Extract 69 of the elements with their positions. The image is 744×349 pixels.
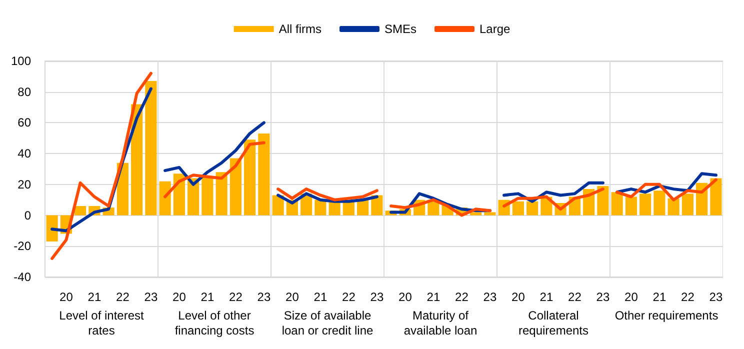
- bar: [512, 201, 524, 216]
- bar: [597, 186, 609, 216]
- bar: [668, 198, 680, 216]
- bar: [202, 176, 214, 216]
- bar: [74, 206, 86, 216]
- bar: [710, 178, 722, 216]
- bar: [230, 158, 242, 216]
- x-tick-label: 21: [314, 290, 328, 304]
- x-tick-label: 23: [483, 290, 497, 304]
- x-tick-label: 22: [455, 290, 469, 304]
- x-tick-label: 20: [172, 290, 186, 304]
- x-tick-label: 21: [426, 290, 440, 304]
- bar: [526, 201, 538, 216]
- line-series: [50, 72, 152, 260]
- y-tick-label: -20: [14, 239, 32, 254]
- x-tick-label: 20: [60, 290, 74, 304]
- legend-label: All firms: [278, 22, 322, 36]
- x-tick-label: 22: [229, 290, 243, 304]
- x-tick-label: 23: [709, 290, 723, 304]
- x-tick-label: 20: [286, 290, 300, 304]
- x-axis-title: Size of available loan or credit line: [282, 308, 374, 338]
- x-tick-label: 21: [652, 290, 666, 304]
- bar: [258, 134, 270, 216]
- x-tick-label: 21: [540, 290, 554, 304]
- x-tick-label: 22: [681, 290, 695, 304]
- bar: [46, 215, 58, 242]
- bar: [314, 200, 326, 216]
- bar: [484, 212, 496, 216]
- y-tick-label: 20: [18, 177, 32, 192]
- x-tick-label: 21: [88, 290, 102, 304]
- bar: [216, 172, 228, 216]
- bar: [159, 181, 171, 216]
- x-axis-title: Collateral requirements: [518, 308, 589, 338]
- bar: [470, 212, 482, 216]
- x-tick-label: 22: [568, 290, 582, 304]
- x-axis-title: Level of interest rates: [59, 308, 145, 338]
- x-axis-title: Other requirements: [614, 308, 718, 322]
- bar: [625, 196, 637, 216]
- bar: [371, 195, 383, 216]
- y-tick-label: 40: [18, 146, 32, 161]
- x-tick-label: 20: [512, 290, 526, 304]
- bar: [682, 194, 694, 216]
- x-tick-label: 23: [144, 290, 158, 304]
- bar: [654, 190, 666, 216]
- bar: [342, 201, 354, 216]
- y-tick-label: 80: [18, 84, 32, 99]
- bar: [328, 201, 340, 216]
- x-axis-title: Level of other financing costs: [174, 308, 254, 338]
- legend-label: SMEs: [384, 22, 416, 36]
- y-tick-label: -40: [14, 270, 32, 284]
- bar: [640, 194, 652, 216]
- x-tick-label: 23: [370, 290, 384, 304]
- x-tick-label: 21: [200, 290, 214, 304]
- bar: [272, 195, 284, 216]
- bar: [145, 81, 157, 216]
- legend-label: Large: [479, 22, 511, 36]
- x-tick-label: 20: [624, 290, 638, 304]
- y-tick-label: 100: [10, 54, 32, 68]
- x-tick-label: 20: [398, 290, 412, 304]
- y-tick-label: 0: [24, 208, 32, 222]
- x-tick-label: 23: [257, 290, 271, 304]
- bar: [357, 200, 369, 216]
- x-tick-label: 23: [596, 290, 610, 304]
- x-axis-title: Maturity of available loan: [404, 308, 478, 338]
- bar: [244, 140, 256, 216]
- x-tick-label: 22: [342, 290, 356, 304]
- bar: [611, 192, 623, 216]
- x-tick-label: 22: [116, 290, 130, 304]
- y-tick-label: 60: [18, 116, 32, 130]
